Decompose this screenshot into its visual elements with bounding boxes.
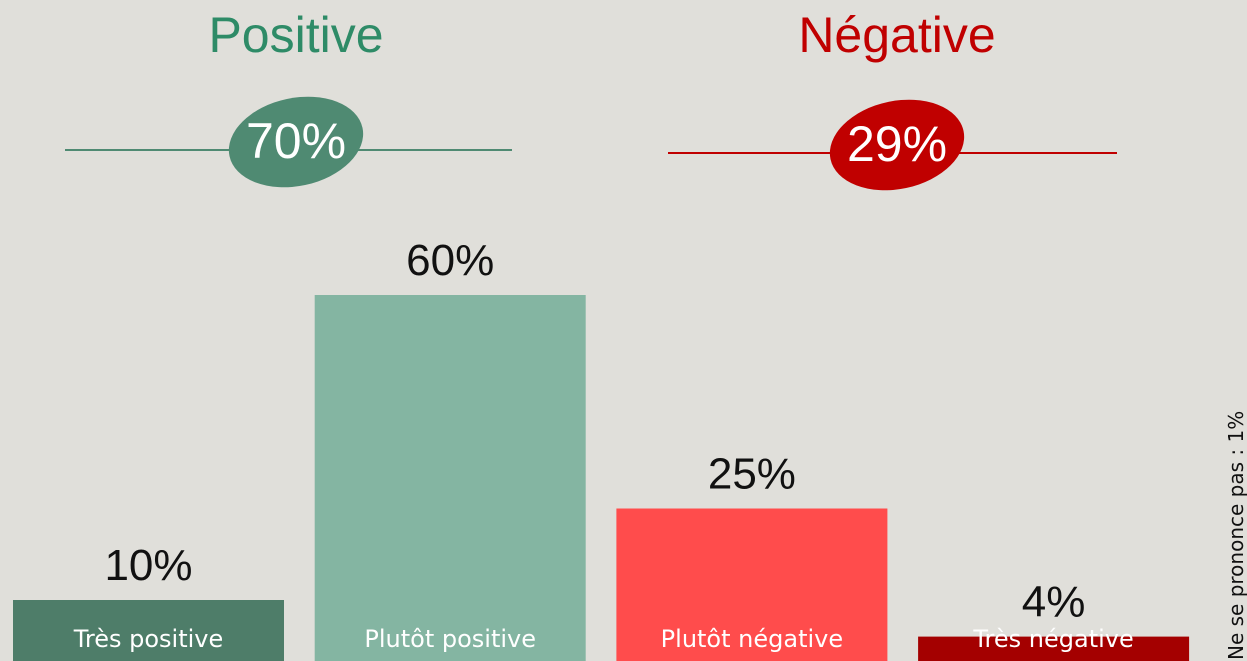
category-label: Plutôt positive bbox=[364, 625, 536, 653]
bar bbox=[314, 295, 586, 661]
badge-label: 29% bbox=[847, 116, 947, 172]
bar bbox=[13, 600, 284, 661]
value-label: 4% bbox=[1022, 578, 1086, 627]
category-label: Très négative bbox=[972, 625, 1133, 653]
category-label: Plutôt négative bbox=[661, 625, 843, 653]
group-title: Positive bbox=[208, 7, 383, 63]
value-label: 10% bbox=[104, 541, 192, 590]
bar bbox=[918, 636, 1190, 661]
badge bbox=[829, 99, 965, 191]
group-title: Négative bbox=[798, 7, 995, 63]
category-label: Très positive bbox=[73, 625, 224, 653]
value-label: 60% bbox=[406, 236, 494, 285]
note: Ne se prononce pas : 1% bbox=[1224, 411, 1247, 660]
badge-label: 70% bbox=[246, 113, 346, 169]
bar bbox=[616, 508, 888, 661]
value-label: 25% bbox=[708, 450, 796, 499]
badge bbox=[228, 96, 364, 188]
